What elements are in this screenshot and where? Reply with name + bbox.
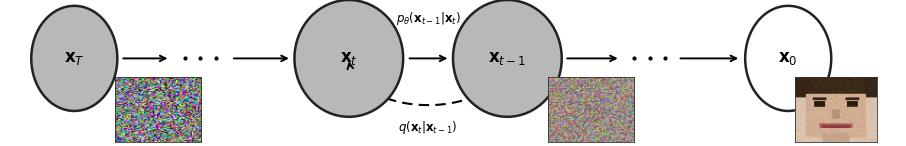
Ellipse shape [31, 6, 118, 111]
Text: $p_{\theta}(\mathbf{x}_{t-1}|\mathbf{x}_t)$: $p_{\theta}(\mathbf{x}_{t-1}|\mathbf{x}_… [396, 10, 460, 27]
Ellipse shape [745, 6, 832, 111]
Ellipse shape [453, 0, 562, 117]
Text: $\mathbf{x}_{t-1}$: $\mathbf{x}_{t-1}$ [488, 49, 526, 67]
Text: $\mathbf{x}_0$: $\mathbf{x}_0$ [778, 49, 798, 67]
Ellipse shape [294, 0, 403, 117]
Text: $\mathbf{x}_T$: $\mathbf{x}_T$ [64, 49, 84, 67]
Text: $q(\mathbf{x}_t|\mathbf{x}_{t-1})$: $q(\mathbf{x}_t|\mathbf{x}_{t-1})$ [399, 119, 458, 136]
Text: $\mathbf{x}_t$: $\mathbf{x}_t$ [340, 49, 358, 67]
